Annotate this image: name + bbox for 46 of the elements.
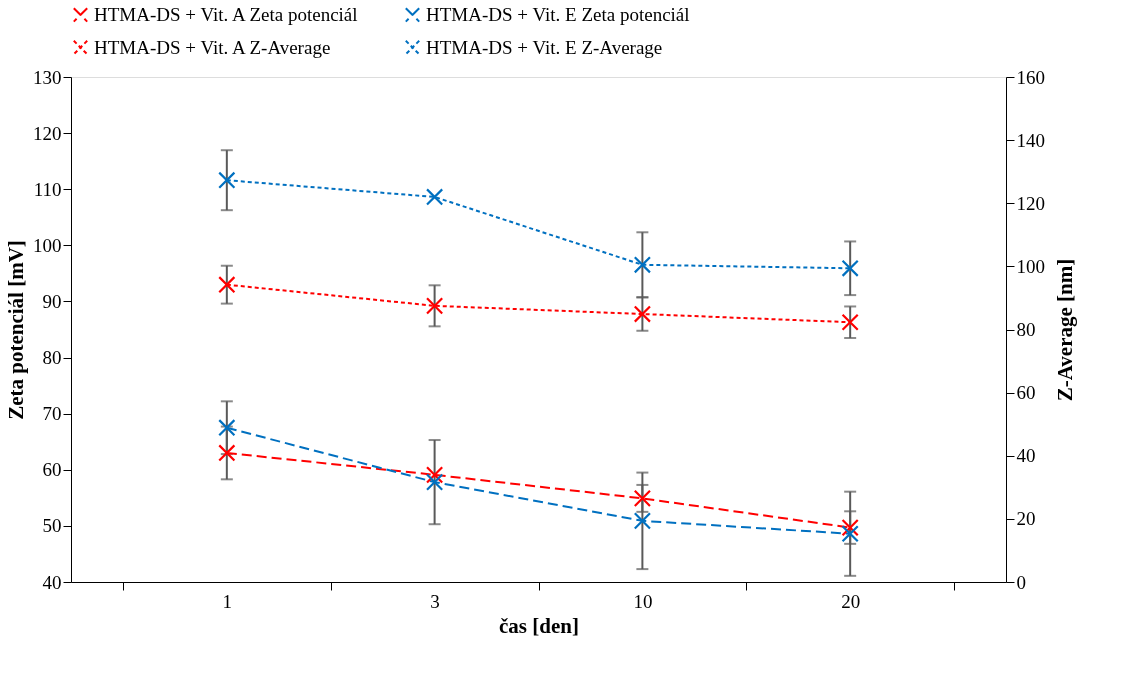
point <box>218 419 236 437</box>
y2-tick-label: 120 <box>1016 192 1045 214</box>
point <box>218 276 236 294</box>
x-axis-title: čas [den] <box>499 613 579 638</box>
y2-tick-label: 40 <box>1016 445 1036 467</box>
point <box>841 525 859 543</box>
y2-tick-label: 140 <box>1016 129 1045 151</box>
y-tick-label: 80 <box>42 347 62 369</box>
point <box>841 259 859 277</box>
y-tick-label: 70 <box>42 403 62 425</box>
point <box>425 297 444 315</box>
y-tick-label: 110 <box>33 178 62 200</box>
y-tick-label: 40 <box>42 571 62 593</box>
y-axis-title: Zeta potenciál [mV] <box>4 240 28 420</box>
y2-tick-label: 160 <box>1016 66 1045 88</box>
y2-tick-label: 100 <box>1016 255 1045 277</box>
y2-tick-label: 20 <box>1016 508 1036 530</box>
point <box>218 171 236 189</box>
legend-label: HTMA-DS + Vit. E Z-Average <box>426 36 663 58</box>
point <box>633 256 652 274</box>
x-tick-label: 3 <box>430 590 440 612</box>
y-tick-label: 130 <box>33 66 62 88</box>
x-tick-label: 20 <box>841 590 861 612</box>
y2-tick-label: 80 <box>1016 319 1036 340</box>
x-tick-label: 1 <box>222 590 233 612</box>
point <box>218 444 236 462</box>
y2-tick-label: 60 <box>1016 382 1036 404</box>
point <box>425 188 444 206</box>
y2-axis-title: Z-Average [nm] <box>1053 258 1077 402</box>
point <box>841 518 859 537</box>
point <box>633 305 652 323</box>
y-tick-label: 50 <box>42 515 62 537</box>
point <box>633 489 652 508</box>
y2-tick-label: 0 <box>1016 571 1026 593</box>
y-tick-label: 60 <box>42 459 62 481</box>
legend-label: HTMA-DS + Vit. E Zeta potenciál <box>426 3 690 25</box>
point <box>425 473 444 491</box>
y-tick-label: 100 <box>33 234 62 256</box>
legend-label: HTMA-DS + Vit. A Z-Average <box>94 36 331 58</box>
y-tick-label: 90 <box>42 290 62 312</box>
point <box>425 466 444 484</box>
y-tick-label: 120 <box>33 122 62 144</box>
point <box>633 512 652 530</box>
x-tick-label: 10 <box>633 590 653 612</box>
legend-label: HTMA-DS + Vit. A Zeta potenciál <box>94 3 358 25</box>
point <box>841 313 859 331</box>
